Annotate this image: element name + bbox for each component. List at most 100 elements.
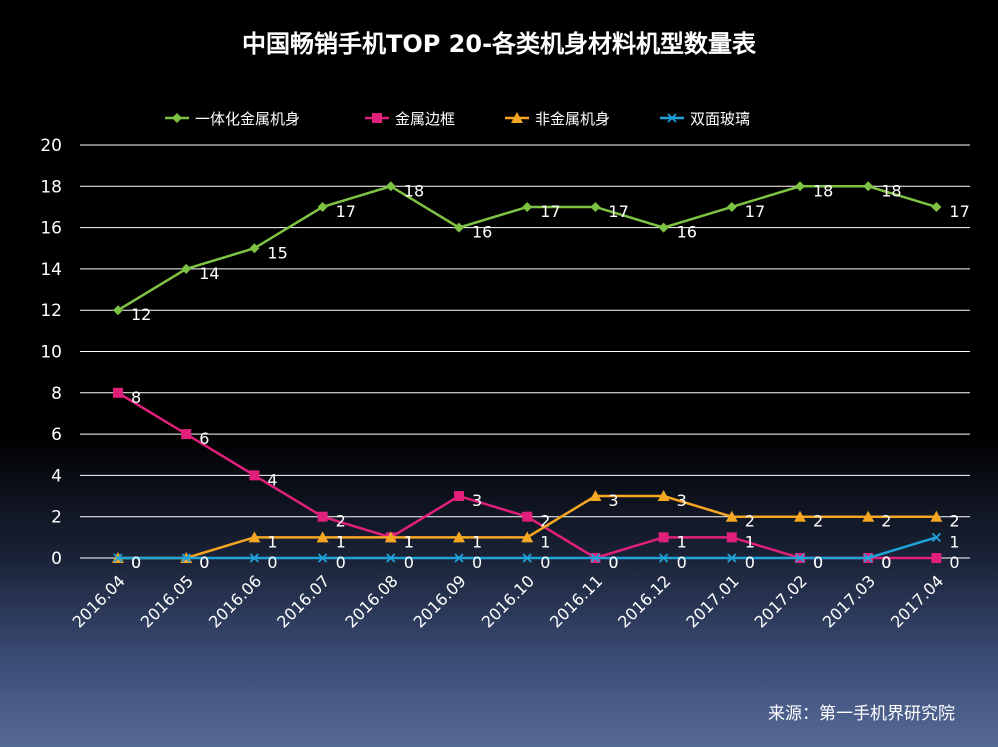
data-point xyxy=(316,531,329,543)
data-label: 17 xyxy=(745,202,765,221)
x-tick-label: 2016.12 xyxy=(614,571,674,631)
data-label: 8 xyxy=(131,388,141,407)
data-point xyxy=(113,305,123,316)
source-note: 来源：第一手机界研究院 xyxy=(768,704,955,724)
x-tick-label: 2017.02 xyxy=(751,571,811,631)
legend-item: 双面玻璃 xyxy=(660,110,750,128)
data-point xyxy=(113,387,123,398)
x-tick-label: 2016.04 xyxy=(69,571,129,631)
y-tick-label: 16 xyxy=(40,219,62,239)
legend-marker xyxy=(372,113,382,123)
data-point xyxy=(249,553,260,563)
data-point xyxy=(181,429,192,440)
chart-title: 中国畅销手机TOP 20-各类机身材料机型数量表 xyxy=(242,30,757,58)
data-point xyxy=(727,553,737,563)
data-point xyxy=(589,490,602,502)
data-point xyxy=(113,553,123,563)
legend-label: 非金属机身 xyxy=(535,110,610,128)
data-label: 1 xyxy=(677,532,687,551)
x-tick-label: 2017.01 xyxy=(682,571,742,631)
data-label: 0 xyxy=(336,553,346,572)
data-point xyxy=(454,553,464,563)
y-tick-label: 6 xyxy=(51,425,62,445)
data-label: 6 xyxy=(199,429,209,448)
data-point xyxy=(386,553,396,563)
data-label: 14 xyxy=(199,264,219,283)
x-tick-label: 2017.04 xyxy=(887,571,947,631)
data-point xyxy=(385,181,396,192)
data-label: 1 xyxy=(472,532,482,551)
data-label: 2 xyxy=(813,512,823,531)
data-label: 0 xyxy=(472,553,482,572)
y-tick-label: 10 xyxy=(40,343,62,363)
series-0: 12 14 15 17 18 16 17 17 16 17 18 18 17 xyxy=(113,181,970,324)
x-tick-label: 2016.08 xyxy=(341,571,401,631)
y-tick-label: 12 xyxy=(40,301,62,321)
y-tick-label: 8 xyxy=(51,384,62,404)
data-label: 2 xyxy=(745,512,755,531)
data-point xyxy=(590,201,601,212)
data-point xyxy=(931,553,942,563)
data-point xyxy=(522,511,533,522)
data-point xyxy=(862,510,875,522)
data-point xyxy=(454,222,464,233)
data-point xyxy=(931,532,942,542)
data-point xyxy=(931,201,942,212)
y-tick-label: 14 xyxy=(40,260,62,280)
data-label: 0 xyxy=(131,553,141,572)
data-label: 18 xyxy=(881,181,901,200)
data-label: 2 xyxy=(881,512,891,531)
data-point xyxy=(795,553,805,563)
data-label: 0 xyxy=(540,553,550,572)
x-tick-label: 2017.03 xyxy=(819,571,879,631)
data-point xyxy=(521,531,534,543)
data-label: 17 xyxy=(540,202,560,221)
data-label: 1 xyxy=(949,532,959,551)
data-label: 0 xyxy=(745,553,755,572)
data-label: 17 xyxy=(336,202,356,221)
x-tick-label: 2016.05 xyxy=(137,571,197,631)
data-point xyxy=(725,510,738,522)
data-point xyxy=(726,201,737,212)
x-tick-label: 2016.11 xyxy=(546,571,606,631)
data-point xyxy=(249,243,260,254)
data-label: 1 xyxy=(336,532,346,551)
data-label: 0 xyxy=(608,553,618,572)
data-label: 0 xyxy=(881,553,891,572)
data-label: 1 xyxy=(404,532,414,551)
data-point xyxy=(181,263,192,274)
legend-item: 金属边框 xyxy=(365,110,455,128)
data-label: 18 xyxy=(813,181,833,200)
x-tick-label: 2016.07 xyxy=(273,571,333,631)
legend-item: 一体化金属机身 xyxy=(165,110,300,128)
data-label: 18 xyxy=(404,181,424,200)
data-point xyxy=(181,553,191,563)
y-axis-ticks: 0 2 4 6 8 10 12 14 16 18 20 xyxy=(40,136,62,569)
data-label: 1 xyxy=(745,532,755,551)
data-label: 1 xyxy=(540,532,550,551)
data-label: 2 xyxy=(949,512,959,531)
data-label: 2 xyxy=(336,512,346,531)
data-point xyxy=(453,531,465,543)
data-label: 0 xyxy=(881,553,891,572)
legend-label: 一体化金属机身 xyxy=(195,110,300,128)
y-tick-label: 20 xyxy=(40,136,62,156)
x-tick-label: 2016.09 xyxy=(410,571,470,631)
data-label: 0 xyxy=(677,553,687,572)
data-point xyxy=(795,181,805,192)
data-point xyxy=(384,531,397,543)
data-label: 0 xyxy=(608,553,618,572)
y-tick-label: 0 xyxy=(51,549,62,569)
data-point xyxy=(658,553,669,563)
data-label: 4 xyxy=(267,470,277,489)
data-point xyxy=(249,470,260,481)
data-label: 0 xyxy=(131,553,141,572)
x-tick-label: 2016.06 xyxy=(205,571,265,631)
data-label: 1 xyxy=(404,532,414,551)
series-2: 0 0 1 1 1 1 1 3 3 2 2 2 2 xyxy=(112,490,960,572)
legend-marker xyxy=(667,113,677,123)
data-label: 0 xyxy=(199,553,209,572)
